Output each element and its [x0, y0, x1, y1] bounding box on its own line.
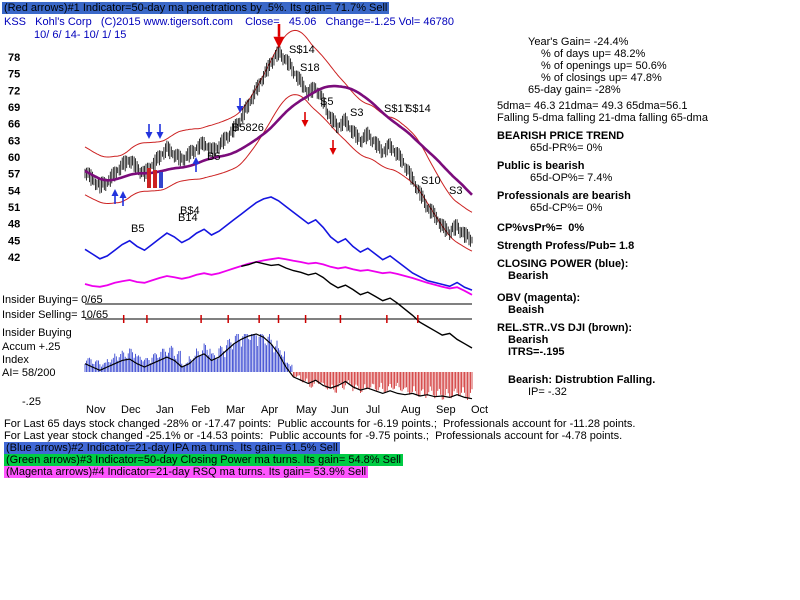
- lower-band-line: [84, 94, 473, 252]
- y-axis-label: 66: [8, 119, 20, 131]
- date-range: 10/ 6/ 14- 10/ 1/ 15: [34, 29, 127, 41]
- chart-left-label: Insider Selling= 10/65: [2, 309, 109, 321]
- y-axis-label: 72: [8, 85, 20, 97]
- chart-left-label: Insider Buying: [2, 327, 72, 339]
- signal-label: B5: [131, 223, 144, 235]
- chart-left-label: Index: [2, 354, 29, 366]
- y-axis-label: 57: [8, 169, 20, 181]
- x-axis-month-label: Nov: [86, 404, 106, 416]
- y-axis-label: 54: [8, 185, 21, 197]
- indicator2-banner: (Blue arrows)#2 Indicator=21-day IPA ma …: [4, 442, 340, 454]
- stats-line: CLOSING POWER (blue):: [497, 258, 629, 270]
- stats-line: Bearish: Distrubtion Falling.: [508, 374, 656, 386]
- price-bars: [84, 44, 473, 247]
- stats-line: 65d-OP%= 7.4%: [530, 172, 613, 184]
- signal-label: S5: [320, 96, 333, 108]
- stats-line: 5dma= 46.3 21dma= 49.3 65dma=56.1: [497, 100, 688, 112]
- chart-left-label: Accum +.25: [2, 341, 61, 353]
- stats-line: IP= -.32: [528, 386, 567, 398]
- stats-line: 65d-CP%= 0%: [530, 202, 603, 214]
- stats-line: REL.STR..VS DJI (brown):: [497, 322, 633, 334]
- stats-line: Bearish: [508, 334, 549, 346]
- y-axis-label: 78: [8, 52, 20, 64]
- stats-line: Beaish: [508, 304, 545, 316]
- x-axis-month-label: Aug: [401, 404, 421, 416]
- buy-arrow-icon: [119, 191, 127, 198]
- ticker-info-line: KSS Kohl's Corp (C)2015 www.tigersoft.co…: [4, 16, 454, 28]
- x-axis-month-label: Dec: [121, 404, 141, 416]
- stats-line: Strength Profess/Pub= 1.8: [497, 240, 635, 252]
- stats-line: ITRS=-.195: [508, 346, 565, 358]
- sell-arrow-icon: [329, 148, 337, 155]
- y-axis-label: 48: [8, 219, 20, 231]
- indicator4-banner: (Magenta arrows)#4 Indicator=21-day RSQ …: [4, 466, 369, 478]
- x-axis-month-label: Sep: [436, 404, 456, 416]
- stats-line: Bearish: [508, 270, 549, 282]
- closing-power-line: [84, 196, 473, 291]
- x-axis-month-label: Jun: [331, 404, 349, 416]
- obv-line: [84, 257, 473, 296]
- y-axis-label: 42: [8, 252, 20, 264]
- x-axis-month-label: Jul: [366, 404, 380, 416]
- summary-year-line: For Last year stock changed -25.1% or -1…: [4, 430, 623, 442]
- buy-arrow-icon: [192, 157, 200, 164]
- x-axis-month-label: Mar: [226, 404, 245, 416]
- stats-line: % of days up= 48.2%: [541, 48, 646, 60]
- signal-label: S3: [449, 185, 462, 197]
- accum-index-line: [84, 333, 473, 400]
- stats-line: Falling 5-dma falling 21-dma falling 65-…: [497, 112, 708, 124]
- signal-label: S$17: [384, 103, 410, 115]
- signal-label: B5826: [232, 122, 264, 134]
- y-axis-label: 63: [8, 135, 20, 147]
- signal-label: B14: [178, 212, 198, 224]
- sell-arrow-icon: [273, 36, 285, 48]
- buy-arrow-icon: [111, 189, 119, 196]
- indicator3-banner: (Green arrows)#3 Indicator=50-day Closin…: [4, 454, 403, 466]
- stats-line: 65d-PR%= 0%: [530, 142, 603, 154]
- chart-left-label: -.25: [22, 396, 41, 408]
- signal-label: S$14: [289, 44, 315, 56]
- signal-label: S$14: [405, 103, 431, 115]
- sell-arrow-icon: [301, 120, 309, 127]
- x-axis-month-label: Feb: [191, 404, 210, 416]
- stats-line: 65-day gain= -28%: [528, 84, 621, 96]
- sell-arrow-icon: [156, 132, 164, 139]
- stats-line: Professionals are bearish: [497, 190, 631, 202]
- y-axis-label: 45: [8, 235, 20, 247]
- y-axis-label: 60: [8, 152, 20, 164]
- signal-label: S3: [350, 107, 363, 119]
- x-axis-month-label: Jan: [156, 404, 174, 416]
- signal-label: S18: [300, 62, 320, 74]
- signal-label: S10: [421, 175, 441, 187]
- y-axis-label: 51: [8, 202, 20, 214]
- accum-index-positive-bars: [84, 334, 293, 372]
- stats-line: CP%vsPr%= 0%: [497, 222, 585, 234]
- y-axis-label: 75: [8, 69, 20, 81]
- rel-strength-line: [241, 261, 473, 349]
- x-axis-month-label: Apr: [261, 404, 278, 416]
- sell-arrow-icon: [236, 106, 244, 113]
- accum-index-negative-bars: [293, 372, 473, 400]
- chart-left-label: AI= 58/200: [2, 367, 56, 379]
- stats-line: Public is bearish: [497, 160, 585, 172]
- summary-65day-line: For Last 65 days stock changed -28% or -…: [4, 418, 636, 430]
- stats-line: % of openings up= 50.6%: [541, 60, 667, 72]
- chart-left-label: Insider Buying= 0/65: [2, 294, 103, 306]
- signal-label: B5: [207, 151, 220, 163]
- stats-line: % of closings up= 47.8%: [541, 72, 662, 84]
- y-axis-label: 69: [8, 102, 20, 114]
- x-axis-month-label: May: [296, 404, 317, 416]
- stats-line: Year's Gain= -24.4%: [528, 36, 629, 48]
- indicator1-banner: (Red arrows)#1 Indicator=50-day ma penet…: [2, 2, 390, 14]
- signal-label: B$4: [180, 205, 200, 217]
- stats-line: OBV (magenta):: [497, 292, 581, 304]
- stats-line: BEARISH PRICE TREND: [497, 130, 625, 142]
- sell-arrow-icon: [145, 132, 153, 139]
- x-axis-month-label: Oct: [471, 404, 488, 416]
